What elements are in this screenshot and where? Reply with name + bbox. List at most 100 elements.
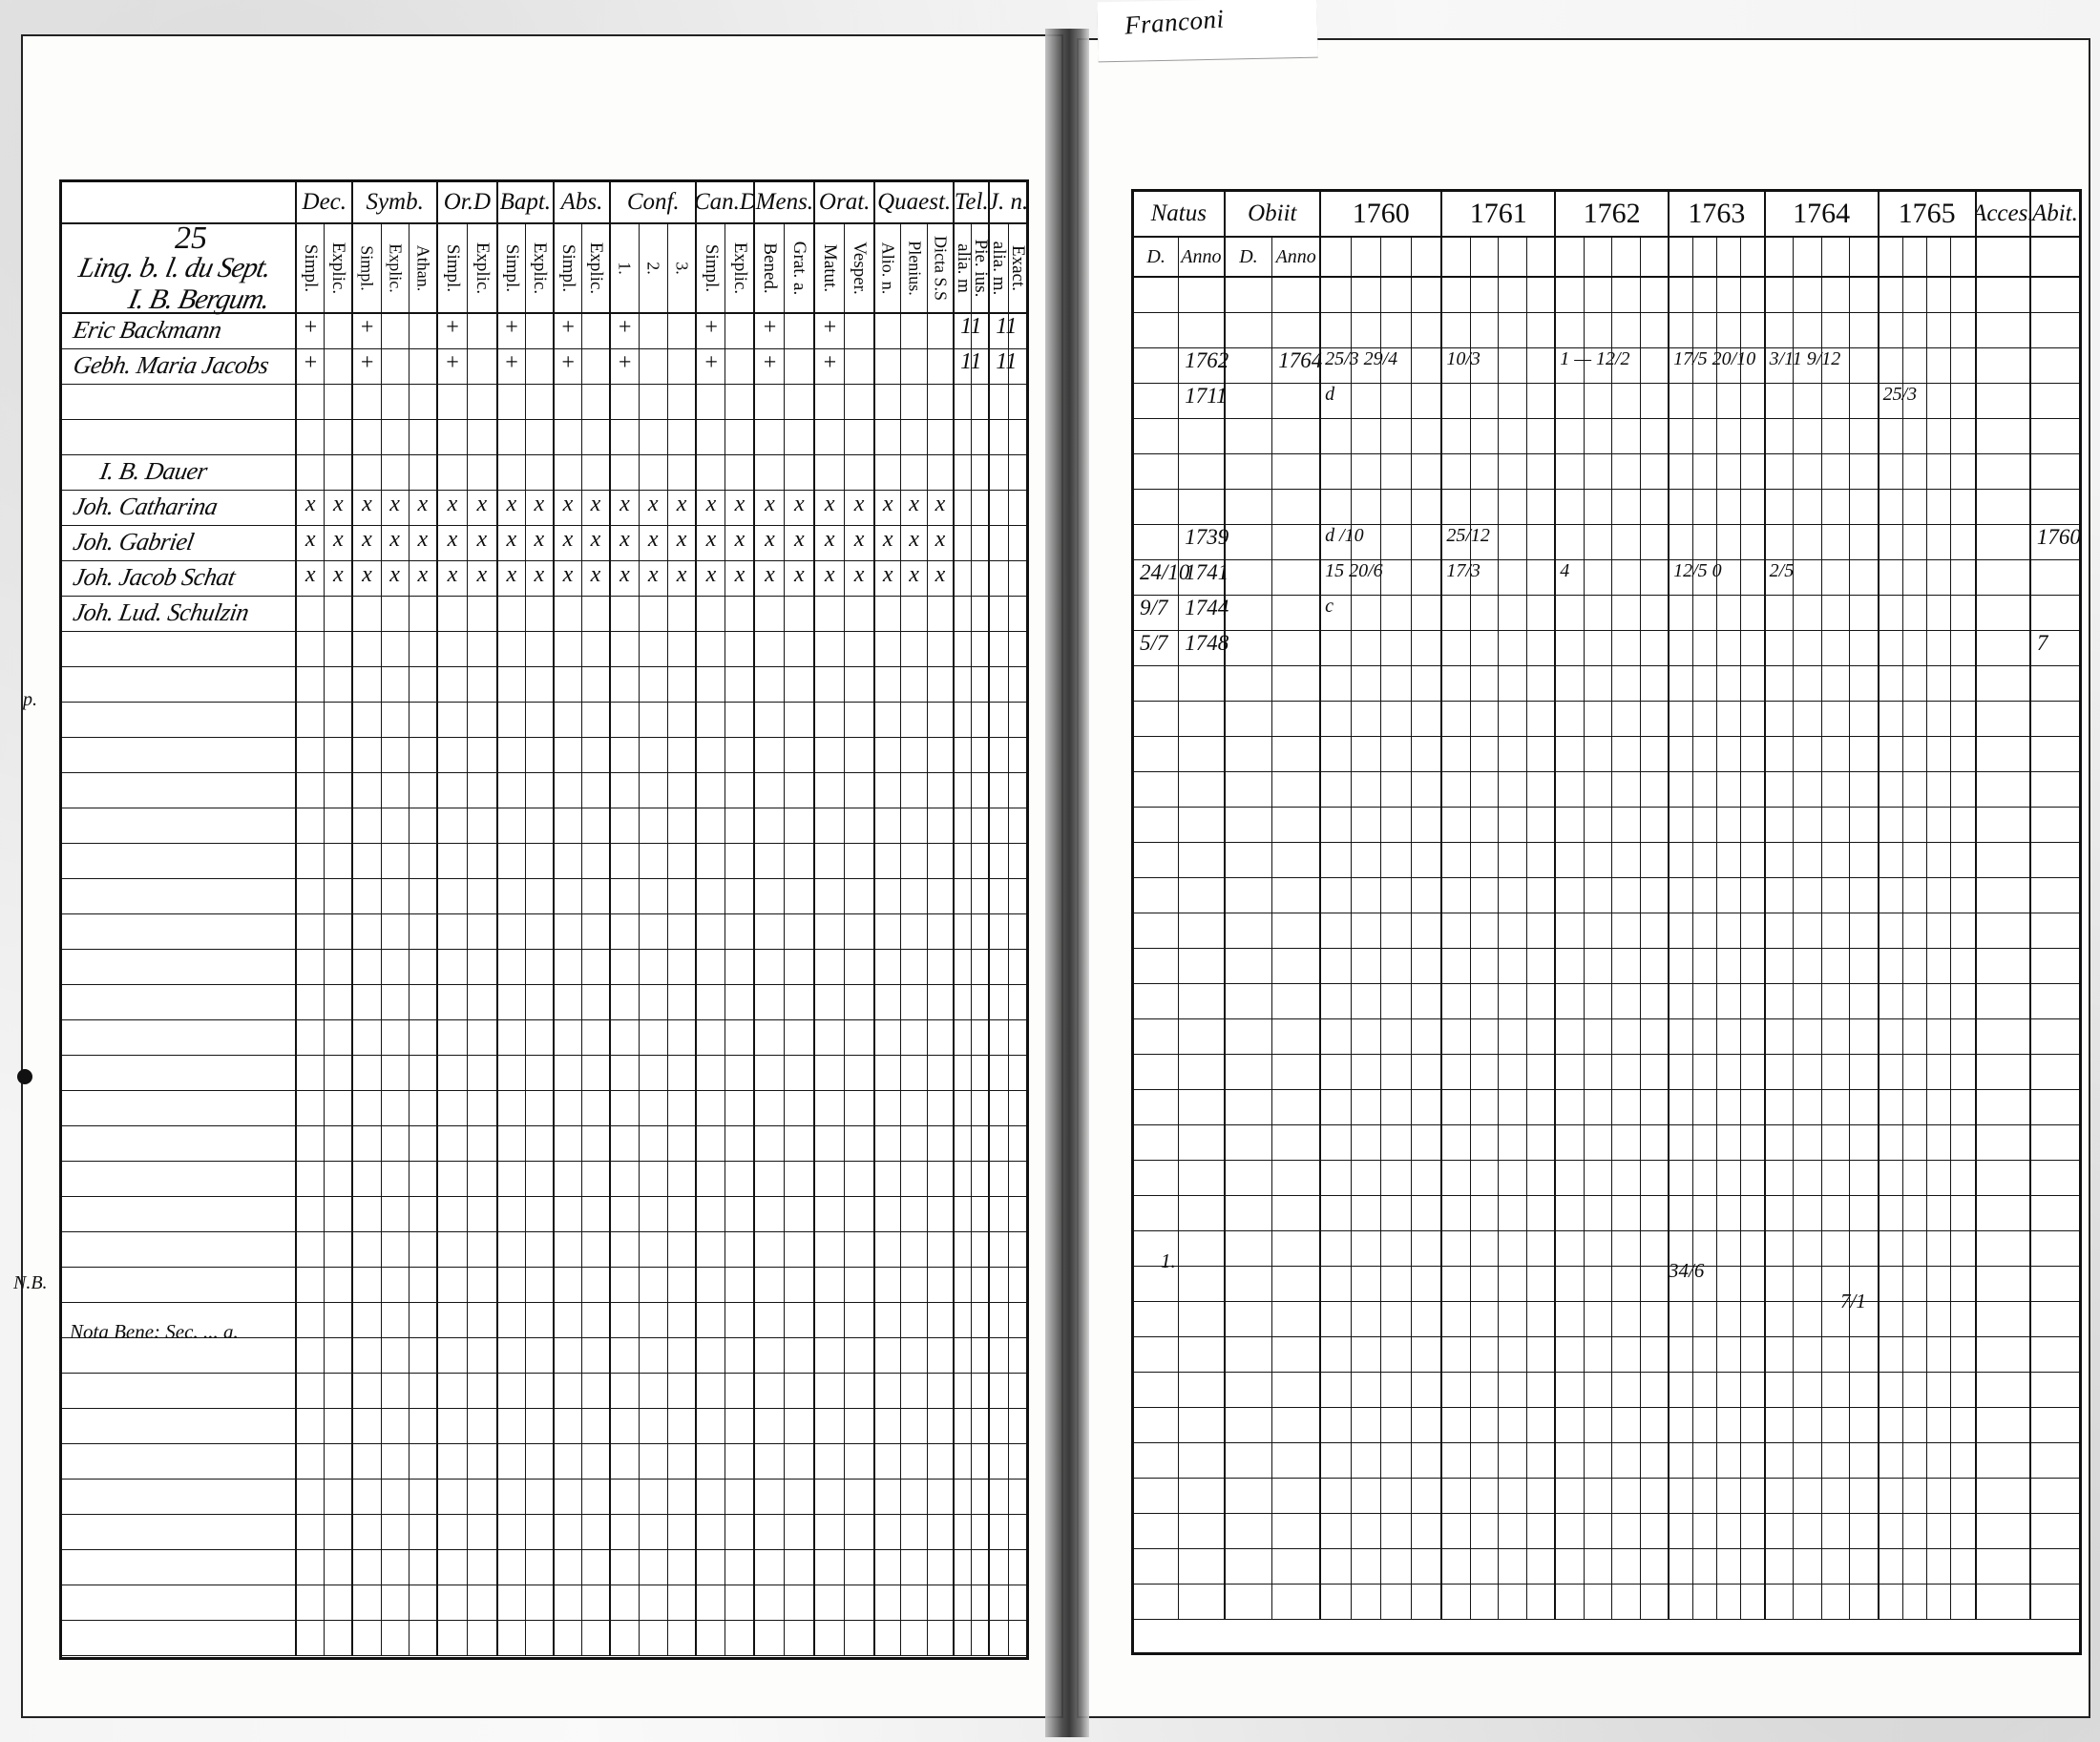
left-mark-subcell[interactable] bbox=[725, 808, 753, 843]
left-mark-subcell[interactable] bbox=[845, 773, 873, 808]
right-data-subcell[interactable] bbox=[1794, 1125, 1822, 1160]
right-data-subcell[interactable] bbox=[1850, 666, 1877, 701]
right-data-subcell[interactable] bbox=[1951, 1231, 1974, 1266]
right-data-subcell[interactable] bbox=[1977, 1125, 2029, 1160]
left-mark-subcell[interactable] bbox=[668, 985, 696, 1019]
left-mark-subcell[interactable] bbox=[955, 1374, 973, 1408]
right-data-subcell[interactable] bbox=[1977, 278, 2029, 312]
right-data-subcell[interactable] bbox=[1612, 1302, 1641, 1336]
left-mark-subcell[interactable] bbox=[972, 1056, 988, 1090]
left-mark-cell[interactable] bbox=[297, 420, 354, 454]
left-mark-cell[interactable] bbox=[611, 844, 698, 878]
right-data-cell[interactable] bbox=[1766, 278, 1880, 312]
left-mark-cell[interactable] bbox=[990, 1268, 1026, 1302]
right-data-cell[interactable] bbox=[1321, 808, 1443, 842]
left-mark-cell[interactable] bbox=[990, 1338, 1026, 1373]
right-data-subcell[interactable] bbox=[1585, 878, 1613, 913]
left-mark-subcell[interactable] bbox=[325, 773, 351, 808]
left-mark-subcell[interactable] bbox=[382, 314, 410, 348]
right-data-subcell[interactable] bbox=[1321, 1302, 1352, 1336]
right-data-subcell[interactable] bbox=[1794, 843, 1822, 877]
right-data-subcell[interactable] bbox=[1134, 1267, 1180, 1301]
right-data-subcell[interactable] bbox=[1471, 490, 1500, 524]
right-data-subcell[interactable] bbox=[1527, 313, 1554, 347]
right-data-subcell[interactable] bbox=[1412, 1019, 1441, 1054]
right-data-cell[interactable] bbox=[1880, 631, 1977, 665]
right-data-subcell[interactable] bbox=[1226, 348, 1273, 383]
left-mark-subcell[interactable] bbox=[1009, 667, 1026, 702]
left-mark-subcell[interactable] bbox=[697, 1126, 726, 1161]
right-data-subcell[interactable] bbox=[1134, 737, 1180, 771]
left-mark-cell[interactable] bbox=[697, 597, 756, 631]
right-data-subcell[interactable] bbox=[1226, 702, 1273, 736]
left-mark-subcell[interactable] bbox=[555, 1162, 582, 1196]
right-data-subcell[interactable] bbox=[1880, 1161, 1903, 1195]
right-data-subcell[interactable] bbox=[1556, 1514, 1585, 1548]
left-mark-subcell[interactable] bbox=[1009, 1409, 1026, 1443]
left-mark-subcell[interactable] bbox=[353, 1480, 382, 1514]
left-mark-cell[interactable] bbox=[438, 950, 498, 984]
left-mark-subcell[interactable] bbox=[972, 597, 988, 631]
left-mark-subcell[interactable] bbox=[498, 1515, 526, 1549]
left-mark-subcell[interactable] bbox=[955, 1162, 973, 1196]
left-mark-cell[interactable] bbox=[611, 1621, 698, 1655]
right-data-subcell[interactable] bbox=[1499, 419, 1527, 453]
left-mark-subcell[interactable] bbox=[845, 1091, 873, 1125]
right-data-cell[interactable] bbox=[1556, 313, 1670, 347]
left-mark-subcell[interactable] bbox=[725, 914, 753, 949]
right-data-subcell[interactable] bbox=[1794, 1549, 1822, 1584]
right-data-subcell[interactable] bbox=[1134, 1514, 1180, 1548]
right-data-subcell[interactable] bbox=[1822, 1585, 1851, 1619]
left-mark-subcell[interactable] bbox=[325, 1197, 351, 1231]
right-data-subcell[interactable] bbox=[1822, 1302, 1851, 1336]
right-data-subcell[interactable] bbox=[1951, 490, 1974, 524]
left-mark-subcell[interactable] bbox=[526, 1162, 553, 1196]
left-mark-subcell[interactable] bbox=[668, 1056, 696, 1090]
table-row[interactable] bbox=[62, 1409, 1026, 1444]
left-mark-cell[interactable] bbox=[498, 1409, 555, 1443]
left-mark-subcell[interactable] bbox=[725, 985, 753, 1019]
right-data-subcell[interactable] bbox=[1381, 1514, 1412, 1548]
right-data-cell[interactable] bbox=[1766, 596, 1880, 630]
right-data-subcell[interactable] bbox=[1850, 490, 1877, 524]
right-data-subcell[interactable] bbox=[1880, 702, 1903, 736]
left-mark-subcell[interactable] bbox=[668, 1020, 696, 1055]
table-row[interactable] bbox=[1134, 1090, 2079, 1125]
right-data-subcell[interactable] bbox=[1272, 490, 1319, 524]
right-data-subcell[interactable] bbox=[1585, 313, 1613, 347]
left-mark-subcell[interactable] bbox=[438, 1162, 468, 1196]
right-data-subcell[interactable] bbox=[1766, 737, 1795, 771]
left-mark-cell[interactable]: + bbox=[697, 349, 756, 384]
right-data-cell[interactable] bbox=[1766, 1302, 1880, 1336]
right-data-subcell[interactable] bbox=[1927, 1443, 1952, 1478]
left-mark-cell[interactable] bbox=[955, 1444, 991, 1479]
right-data-subcell[interactable] bbox=[1670, 1549, 1694, 1584]
left-mark-subcell[interactable]: x bbox=[382, 561, 410, 596]
left-mark-subcell[interactable] bbox=[297, 1232, 326, 1267]
left-mark-subcell[interactable] bbox=[755, 1020, 786, 1055]
right-data-subcell[interactable] bbox=[1766, 313, 1795, 347]
left-mark-subcell[interactable] bbox=[955, 879, 973, 913]
left-mark-subcell[interactable] bbox=[410, 1338, 436, 1373]
left-mark-subcell[interactable] bbox=[555, 1126, 582, 1161]
right-data-cell[interactable] bbox=[1977, 666, 2031, 701]
left-name-cell[interactable] bbox=[62, 632, 298, 666]
right-data-subcell[interactable] bbox=[1381, 490, 1412, 524]
right-data-subcell[interactable] bbox=[1927, 737, 1952, 771]
left-mark-subcell[interactable] bbox=[785, 844, 813, 878]
left-mark-subcell[interactable] bbox=[611, 455, 640, 490]
left-mark-subcell[interactable]: 11 bbox=[955, 349, 981, 384]
right-data-subcell[interactable] bbox=[1641, 1302, 1668, 1336]
right-data-subcell[interactable] bbox=[1179, 984, 1223, 1018]
right-data-subcell[interactable] bbox=[1499, 313, 1527, 347]
right-data-subcell[interactable] bbox=[1794, 1090, 1822, 1124]
left-mark-cell[interactable] bbox=[498, 1444, 555, 1479]
right-data-subcell[interactable] bbox=[1977, 525, 2029, 559]
right-data-subcell[interactable] bbox=[1880, 984, 1903, 1018]
right-data-subcell[interactable] bbox=[1442, 490, 1471, 524]
left-mark-subcell[interactable] bbox=[697, 1091, 726, 1125]
right-data-subcell[interactable] bbox=[1179, 454, 1223, 489]
right-data-cell[interactable] bbox=[1442, 1231, 1557, 1266]
